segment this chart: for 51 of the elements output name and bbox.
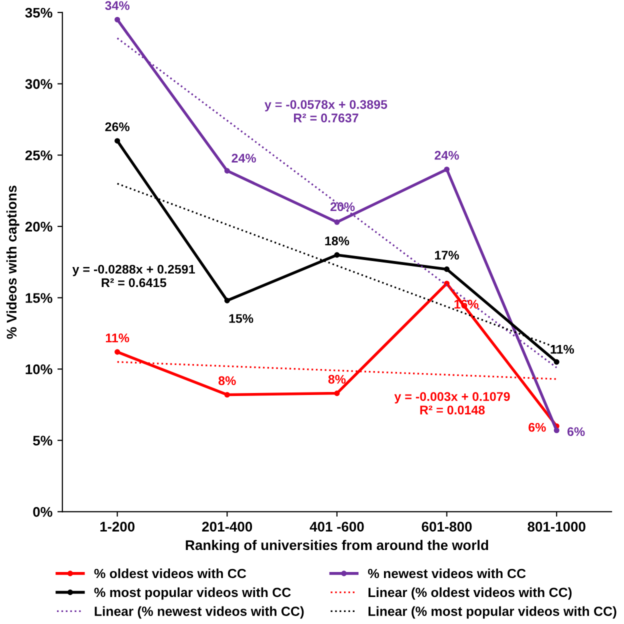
data-label: 20% (330, 202, 355, 212)
point (114, 138, 120, 144)
point (224, 168, 230, 174)
annotation: y = -0.0578x + 0.3895 R² = 0.7637 (264, 100, 388, 122)
y-tick-label: 25% (25, 150, 52, 160)
x-tick-label: 801-1000 (528, 522, 586, 532)
y-tick-label: 10% (26, 364, 52, 374)
y-tick-label: 5% (33, 436, 52, 446)
data-label: 11% (550, 344, 574, 354)
y-axis-title: % Videos with captions (6, 186, 20, 339)
legend-label: Linear (% oldest videos with CC) (368, 587, 572, 600)
y-tick-label: 0% (33, 507, 52, 517)
data-label: 8% (328, 374, 346, 384)
y-tick-label: 20% (25, 222, 52, 232)
x-tick-label: 201-400 (202, 522, 252, 532)
annotation: y = -0.0288x + 0.2591 R² = 0.6415 (72, 264, 195, 288)
annotation: y = -0.003x + 0.1079 R² = 0.0148 (394, 392, 510, 414)
x-tick-label: 601-800 (422, 522, 472, 532)
data-label: 24% (434, 150, 459, 160)
data-label: 26% (105, 122, 130, 132)
data-label: 8% (218, 376, 236, 386)
data-label: 6% (528, 422, 546, 432)
data-label: 6% (567, 427, 585, 436)
data-label: 17% (435, 250, 459, 260)
point (114, 16, 120, 22)
x-axis-title: Ranking of universities from around the world (186, 540, 488, 553)
point (334, 390, 340, 396)
data-label: 11% (106, 334, 130, 342)
x-tick-label: 1-200 (100, 522, 135, 532)
point (334, 219, 340, 225)
point (444, 166, 450, 172)
data-label: 24% (232, 154, 256, 163)
y-tick-label: 35% (25, 8, 52, 18)
y-tick-label: 30% (25, 79, 52, 89)
legend-label: Linear (% newest videos with CC) (94, 606, 304, 619)
point (224, 298, 230, 304)
point (444, 266, 450, 272)
legend-label: % most popular videos with CC (94, 587, 291, 600)
data-label: 34% (105, 1, 130, 10)
x-tick-label: 401 -600 (310, 522, 364, 532)
data-label: 15% (229, 314, 254, 323)
point (114, 349, 120, 355)
y-tick-label: 15% (26, 293, 52, 303)
data-label: 18% (325, 236, 350, 246)
point (554, 428, 560, 434)
legend-label: % oldest videos with CC (94, 568, 246, 578)
point (334, 252, 340, 258)
point (554, 359, 560, 365)
point (224, 392, 230, 398)
legend-label: % newest videos with CC (368, 568, 526, 578)
legend-label: Linear (% most popular videos with CC) (368, 606, 616, 619)
